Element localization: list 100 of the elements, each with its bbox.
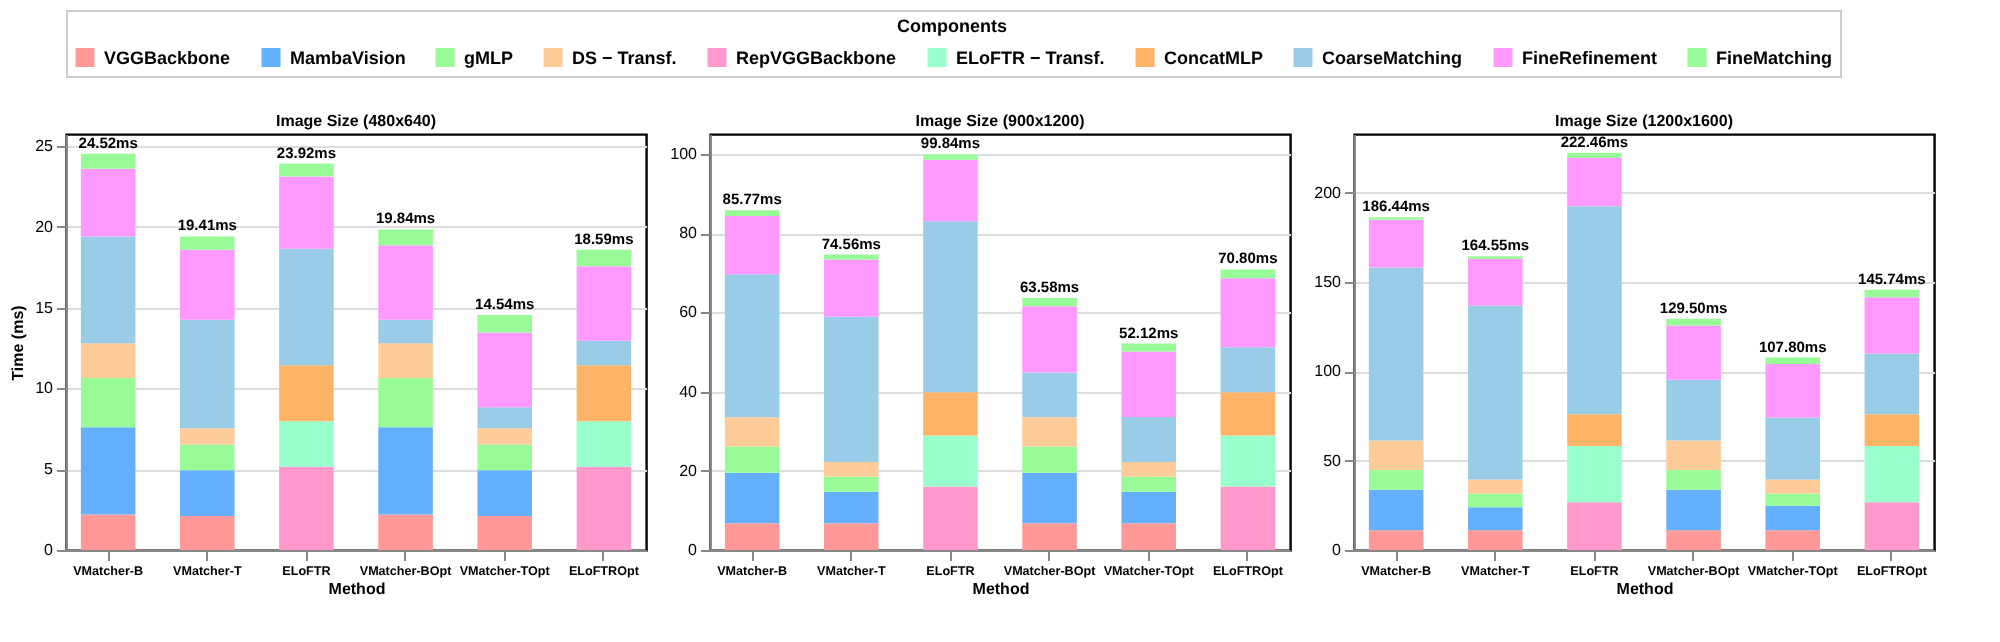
bar: [279, 421, 334, 467]
bar: [80, 377, 136, 428]
bar: [576, 466, 632, 550]
legend-label: FineRefinement: [1522, 47, 1658, 68]
bar: [923, 159, 978, 222]
bar: [180, 236, 235, 250]
bar: [1121, 343, 1176, 352]
y-tick-label: 150: [1314, 273, 1343, 292]
y-tick-label: 20: [35, 217, 55, 236]
bar: [1765, 363, 1820, 418]
bar: [477, 470, 532, 517]
bar: [279, 163, 334, 177]
bar: [80, 236, 136, 344]
bar: [824, 462, 879, 477]
bar: [824, 259, 879, 317]
bar: [923, 221, 978, 393]
y-tick-label: 20: [679, 461, 699, 480]
bar: [1666, 440, 1721, 471]
bar: [1666, 379, 1721, 441]
bar: [80, 427, 136, 515]
bar: [1121, 462, 1176, 477]
bar: [1765, 479, 1820, 494]
bar: [1567, 157, 1622, 207]
bar: [1468, 305, 1523, 480]
bar: [1765, 417, 1820, 480]
bar: [378, 229, 433, 246]
bar: [1468, 507, 1523, 531]
bar: [180, 470, 235, 517]
bar: [1468, 493, 1523, 508]
y-axis-title: Time (ms): [9, 304, 28, 381]
y-tick-label: 50: [1323, 451, 1343, 470]
bar: [80, 514, 136, 550]
bar: [1368, 440, 1424, 471]
bar: [824, 476, 879, 492]
y-tick-label: 5: [44, 460, 55, 479]
bar: [477, 407, 532, 429]
bar: [1220, 269, 1276, 279]
bar: [923, 392, 978, 436]
bar: [1864, 414, 1920, 447]
legend-label: FineMatching: [1716, 47, 1832, 68]
bar: [1666, 489, 1721, 531]
bar: [1220, 392, 1276, 436]
bar: [724, 523, 780, 550]
y-tick-label: 0: [44, 541, 55, 559]
bar: [576, 249, 632, 267]
bar: [477, 516, 532, 550]
bar: [1864, 502, 1920, 550]
bar: [1368, 489, 1424, 531]
bar: [1765, 493, 1820, 506]
bar: [477, 332, 532, 408]
y-tick-label: 100: [1314, 362, 1343, 381]
bar: [1022, 306, 1077, 373]
y-tick-label: 15: [35, 298, 55, 317]
y-tick-label: 80: [679, 224, 699, 243]
bar: [180, 444, 235, 471]
bar: [724, 216, 780, 275]
bar: [1468, 258, 1523, 306]
bar: [1765, 505, 1820, 531]
bar: [1468, 479, 1523, 494]
bar: [724, 446, 780, 473]
bar: [279, 176, 334, 249]
bar: [1567, 414, 1622, 447]
y-tick-label: 25: [35, 137, 55, 156]
bar: [824, 316, 879, 463]
bar: [824, 254, 879, 260]
x-axis-title: Method: [972, 579, 1030, 598]
legend-label: MambaVision: [290, 47, 406, 68]
legend-label: ConcatMLP: [1164, 47, 1263, 68]
bar: [80, 343, 136, 378]
bar: [477, 444, 532, 471]
bar: [180, 319, 235, 429]
bar: [378, 427, 433, 515]
bar: [724, 417, 780, 447]
bar: [824, 523, 879, 550]
bar: [1666, 325, 1721, 380]
bar: [1022, 446, 1077, 473]
bar: [1368, 530, 1424, 550]
y-tick-label: 100: [670, 144, 699, 163]
bar: [378, 319, 433, 344]
legend-label: DS − Transf.: [572, 47, 677, 68]
legend-label: CoarseMatching: [1322, 47, 1463, 68]
bar: [1864, 446, 1920, 503]
chart-title: Image Size (480x640): [275, 112, 437, 130]
bar: [1220, 435, 1276, 487]
y-tick-label: 0: [688, 541, 699, 559]
legend-title: Components: [897, 16, 1007, 36]
bar: [1567, 502, 1622, 550]
y-tick-label: 0: [1332, 541, 1343, 559]
bar: [1864, 353, 1920, 415]
bar: [378, 245, 433, 320]
bar: [1022, 417, 1077, 447]
y-tick-label: 40: [679, 382, 699, 401]
bar: [1468, 530, 1523, 550]
bar: [180, 428, 235, 445]
chart-title: Image Size (1200x1600): [1555, 112, 1734, 130]
bar: [279, 248, 334, 366]
x-axis-title: Method: [1616, 579, 1674, 598]
bar: [1220, 278, 1276, 348]
bar: [279, 365, 334, 422]
bar: [923, 486, 978, 550]
